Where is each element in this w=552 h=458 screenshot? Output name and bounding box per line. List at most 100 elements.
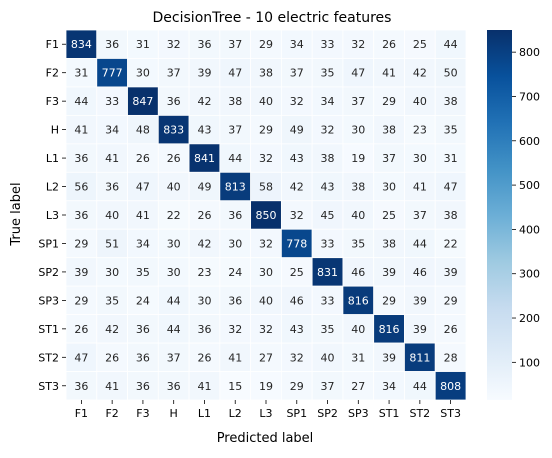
heatmap-cell xyxy=(434,342,467,372)
cell-value-label: 32 xyxy=(290,351,304,364)
cell-value-label: 36 xyxy=(197,38,211,51)
cell-value-label: 39 xyxy=(382,351,396,364)
cell-value-label: 41 xyxy=(197,380,211,393)
cell-value-label: 26 xyxy=(136,152,150,165)
cell-value-label: 34 xyxy=(136,237,150,250)
cell-value-label: 41 xyxy=(105,380,119,393)
cell-value-label: 44 xyxy=(167,294,181,307)
cell-value-label: 33 xyxy=(321,294,335,307)
heatmap-cell xyxy=(280,114,313,145)
cell-value-label: 36 xyxy=(197,323,211,336)
cell-value-label: 38 xyxy=(259,67,273,80)
colorbar-tick-label: 100 xyxy=(519,356,540,369)
heatmap-cell xyxy=(434,314,467,344)
cell-value-label: 30 xyxy=(351,124,365,137)
cell-value-label: 32 xyxy=(321,124,335,137)
y-tick-label: ST1 xyxy=(38,323,59,336)
cell-value-label: 36 xyxy=(105,38,119,51)
heatmap-cell xyxy=(373,200,405,230)
cell-value-label: 25 xyxy=(413,38,427,51)
cell-value-label: 32 xyxy=(167,38,181,51)
cell-value-label: 30 xyxy=(382,181,396,194)
cell-value-label: 32 xyxy=(290,209,304,222)
heatmap-cell xyxy=(188,86,221,116)
cell-value-label: 30 xyxy=(136,67,150,80)
colorbar-tick-label: 700 xyxy=(519,90,540,103)
cell-value-label: 834 xyxy=(71,38,92,51)
heatmap-cell xyxy=(157,58,190,88)
heatmap-cell xyxy=(342,114,375,145)
heatmap-cell xyxy=(157,285,190,316)
heatmap-cells: 834 36 31 32 36 37 29 34 33 32 26 25 44 31 777 30 37 39 47… xyxy=(65,29,467,401)
x-tick-label: F3 xyxy=(136,407,149,420)
cell-value-label: 42 xyxy=(197,95,211,108)
heatmap-cell xyxy=(65,171,98,202)
heatmap-cell xyxy=(65,200,98,230)
cell-value-label: 27 xyxy=(259,351,273,364)
heatmap-cell xyxy=(373,228,405,259)
cell-value-label: 15 xyxy=(228,380,242,393)
heatmap-cell xyxy=(188,285,221,316)
cell-value-label: 38 xyxy=(382,124,396,137)
heatmap-cell xyxy=(65,257,98,287)
y-tick-label: F2 xyxy=(46,67,59,80)
cell-value-label: 816 xyxy=(379,323,400,336)
x-tick-label: ST3 xyxy=(440,407,461,420)
cell-value-label: 40 xyxy=(351,323,365,336)
cell-value-label: 29 xyxy=(74,237,88,250)
heatmap-cell xyxy=(311,285,344,316)
cell-value-label: 41 xyxy=(228,351,242,364)
cell-value-label: 32 xyxy=(259,237,273,250)
cell-value-label: 32 xyxy=(290,95,304,108)
cell-value-label: 34 xyxy=(321,95,335,108)
cell-value-label: 43 xyxy=(290,152,304,165)
cell-value-label: 42 xyxy=(413,67,427,80)
cell-value-label: 25 xyxy=(382,209,396,222)
heatmap-cell xyxy=(219,342,252,372)
cell-value-label: 49 xyxy=(197,181,211,194)
cell-value-label: 29 xyxy=(444,294,458,307)
cell-value-label: 31 xyxy=(74,67,88,80)
heatmap-cell xyxy=(127,171,159,202)
cell-value-label: 42 xyxy=(105,323,119,336)
chart-title: DecisionTree - 10 electric features xyxy=(153,10,392,26)
heatmap-cell xyxy=(157,371,190,401)
heatmap-cell xyxy=(434,58,467,88)
cell-value-label: 36 xyxy=(74,209,88,222)
heatmap-cell xyxy=(434,114,467,145)
heatmap-cell xyxy=(404,143,436,173)
heatmap-cell xyxy=(157,200,190,230)
cell-value-label: 39 xyxy=(382,266,396,279)
heatmap-cell xyxy=(127,285,159,316)
heatmap-cell xyxy=(434,228,467,259)
cell-value-label: 34 xyxy=(105,124,119,137)
colorbar-tick-label: 800 xyxy=(519,46,540,59)
cell-value-label: 38 xyxy=(351,181,365,194)
cell-value-label: 30 xyxy=(228,237,242,250)
cell-value-label: 32 xyxy=(228,323,242,336)
x-tick-labels: F1 F2 F3 H L1 L2 L3 SP1 SP2 SP3 ST1 ST2 ST3 xyxy=(75,400,461,420)
cell-value-label: 33 xyxy=(105,95,119,108)
cell-value-label: 41 xyxy=(136,209,150,222)
cell-value-label: 43 xyxy=(197,124,211,137)
cell-value-label: 47 xyxy=(74,351,88,364)
x-tick-label: SP3 xyxy=(348,407,369,420)
cell-value-label: 813 xyxy=(225,181,246,194)
cell-value-label: 29 xyxy=(259,124,273,137)
heatmap-cell xyxy=(373,171,405,202)
y-tick-label: L3 xyxy=(46,209,59,222)
heatmap-cell xyxy=(250,171,282,202)
heatmap-cell xyxy=(219,285,252,316)
cell-value-label: 44 xyxy=(167,323,181,336)
heatmap-cell xyxy=(127,58,159,88)
heatmap-cell xyxy=(373,114,405,145)
cell-value-label: 36 xyxy=(136,323,150,336)
cell-value-label: 816 xyxy=(348,294,369,307)
y-tick-label: ST2 xyxy=(38,351,59,364)
cell-value-label: 36 xyxy=(105,181,119,194)
y-tick-label: SP1 xyxy=(38,237,59,250)
heatmap-cell xyxy=(96,29,128,59)
cell-value-label: 23 xyxy=(413,124,427,137)
